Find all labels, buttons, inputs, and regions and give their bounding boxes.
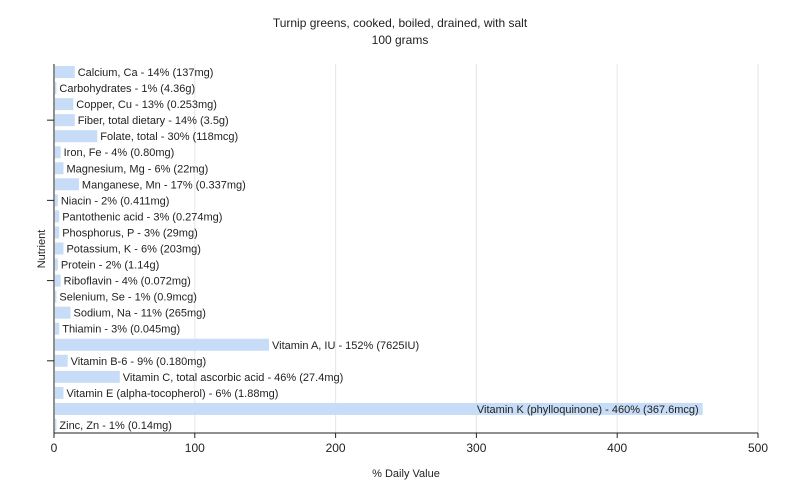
bar [55,258,58,271]
bar [55,370,120,383]
bar [55,98,74,111]
bar [55,418,57,431]
bar-label: Copper, Cu - 13% (0.253mg) [76,99,217,111]
bar [55,210,60,223]
bar-label: Thiamin - 3% (0.045mg) [62,324,180,336]
axes: 0 100 200 300 400 500 [47,64,768,455]
bar-label: Calcium, Ca - 14% (137mg) [78,67,214,79]
bar-label: Zinc, Zn - 1% (0.14mg) [59,420,171,432]
bar-label: Vitamin A, IU - 152% (7625IU) [272,340,419,352]
bar [55,114,75,127]
bar [55,322,60,335]
bar-label: Iron, Fe - 4% (0.80mg) [64,147,175,159]
x-tick-label: 100 [185,441,205,455]
bar [55,242,64,255]
bar-label: Vitamin B-6 - 9% (0.180mg) [71,356,207,368]
bar [55,274,61,287]
bars: Calcium, Ca - 14% (137mg) Carbohydrates -… [55,66,703,432]
bar-label: Protein - 2% (1.14g) [61,260,159,272]
bar [55,338,270,351]
bar [55,66,75,79]
bar-label: Carbohydrates - 1% (4.36g) [59,83,195,95]
bar-label: Riboflavin - 4% (0.072mg) [64,276,191,288]
bar [55,178,79,191]
chart-title: Turnip greens, cooked, boiled, drained, … [272,16,528,30]
bar [55,386,64,399]
bar [55,226,60,239]
x-tick-label: 200 [326,441,346,455]
bar-label: Niacin - 2% (0.411mg) [61,195,170,207]
x-tick-label: 300 [466,441,486,455]
bar-label: Magnesium, Mg - 6% (22mg) [66,163,208,175]
bar [55,130,98,143]
x-tick-label: 400 [607,441,627,455]
bar [55,354,68,367]
bar [55,194,58,207]
bar-label: Phosphorus, P - 3% (29mg) [62,227,198,239]
x-axis-title: % Daily Value [372,468,440,480]
bar-label: Sodium, Na - 11% (265mg) [73,308,205,320]
x-tick-label: 0 [51,441,58,455]
y-axis-title: Nutrient [36,230,48,269]
bar [55,162,64,175]
bar-label: Fiber, total dietary - 14% (3.5g) [78,115,229,127]
bar-label: Potassium, K - 6% (203mg) [66,244,201,256]
bar-label: Vitamin C, total ascorbic acid - 46% (27… [123,372,344,384]
bar [55,402,703,415]
bar [55,146,61,159]
x-tick-label: 500 [748,441,768,455]
grid-lines [194,64,759,433]
bar [55,306,71,319]
bar-label: Folate, total - 30% (118mcg) [100,131,238,143]
bar [55,290,57,303]
bar-label: Vitamin E (alpha-tocopherol) - 6% (1.88m… [66,388,278,400]
bar-label: Selenium, Se - 1% (0.9mcg) [59,292,197,304]
bar-label: Vitamin K (phylloquinone) - 460% (367.6m… [477,404,699,416]
bar-label: Manganese, Mn - 17% (0.337mg) [82,179,246,191]
bar [55,82,57,95]
bar-label: Pantothenic acid - 3% (0.274mg) [62,211,222,223]
chart-subtitle: 100 grams [371,33,429,47]
